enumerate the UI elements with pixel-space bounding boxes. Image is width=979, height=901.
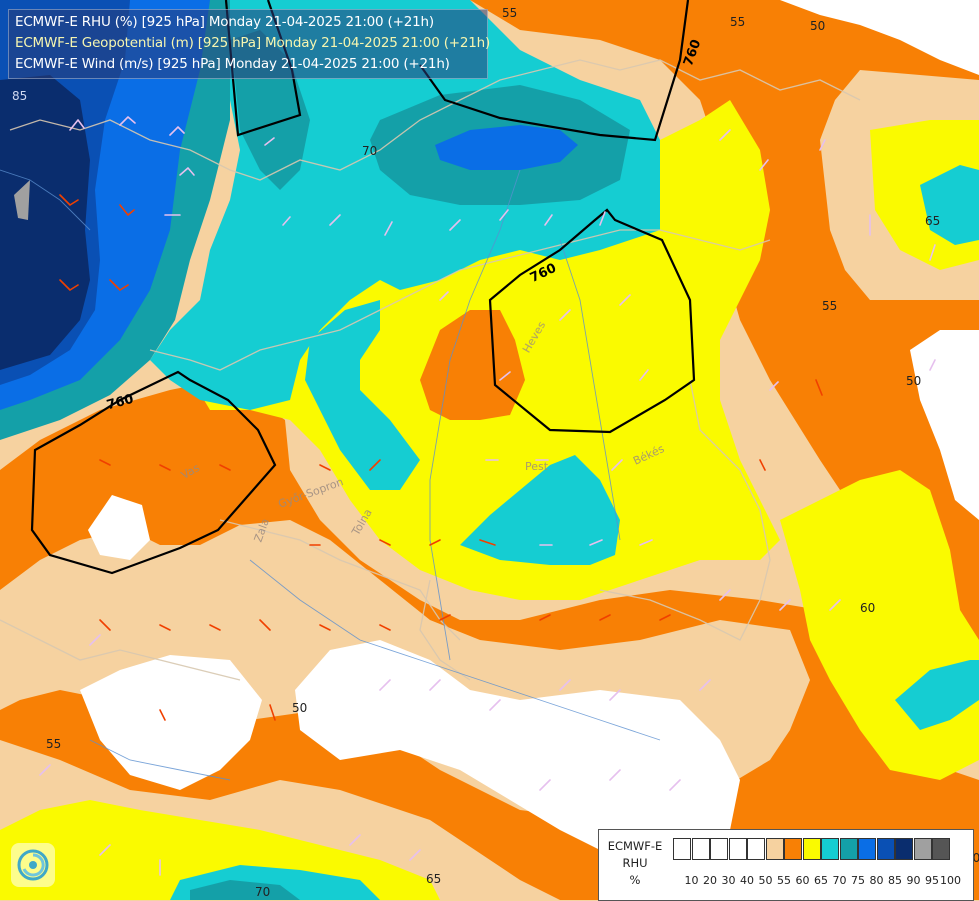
field-60-center [420, 310, 525, 420]
contour-label: 70 [255, 885, 270, 899]
legend-swatch [802, 838, 821, 860]
legend-label: 10 [684, 874, 699, 887]
legend-swatch [839, 838, 858, 860]
country-borders [0, 59, 861, 681]
title-geopotential: ECMWF-E Geopotential (m) [925 hPa] Monda… [15, 35, 491, 51]
legend-swatch [691, 838, 710, 860]
legend-label: 40 [740, 874, 754, 887]
legend-label: 95 [925, 874, 939, 887]
legend-label: 85 [888, 874, 902, 887]
contour-label: 50 [906, 374, 921, 388]
contour-label: 55 [502, 6, 517, 20]
ecmwf-logo-icon [11, 843, 55, 887]
field-70-right [920, 165, 979, 245]
field-50-right-top [780, 0, 979, 75]
legend-swatch [710, 838, 728, 860]
contour-label: 65 [426, 872, 441, 886]
field-95-gray-patch [14, 180, 30, 220]
rivers [0, 169, 661, 781]
field-50-small-left [88, 495, 150, 560]
contour-label: 60 [860, 601, 875, 615]
contour-label: 55 [730, 15, 745, 29]
field-50-center [295, 640, 740, 860]
legend-swatch [821, 838, 839, 860]
legend-unit: % [629, 873, 641, 887]
contour-label: 55 [46, 737, 61, 751]
legend-swatch [913, 838, 932, 860]
field-90-left-band [0, 75, 90, 370]
legend-swatch [784, 838, 802, 860]
geo-label: 760 [105, 392, 135, 414]
legend-swatch [895, 838, 913, 860]
map-title-box: ECMWF-E RHU (%) [925 hPa] Monday 21-04-2… [8, 9, 491, 79]
contour-label: 65 [925, 214, 940, 228]
legend-swatch [673, 838, 691, 860]
field-50-left [80, 655, 262, 790]
legend-label: 55 [777, 874, 791, 887]
legend-caption: ECMWF-E RHU % [599, 830, 671, 900]
field-50-right [910, 330, 979, 520]
legend-swatch [747, 838, 765, 860]
field-75-bottom-left [190, 880, 300, 900]
legend-swatch [765, 838, 784, 860]
legend-swatch [728, 838, 747, 860]
place-labels: Vas Győr-Sopron Zala Tolna Pest Békés He… [179, 319, 667, 544]
legend-swatch [876, 838, 895, 860]
title-wind: ECMWF-E Wind (m/s) [925 hPa] Monday 21-0… [15, 56, 450, 72]
legend-label: 70 [832, 874, 847, 887]
legend-label: 75 [851, 874, 865, 887]
legend-label: 30 [721, 874, 736, 887]
legend-label: 100 [940, 874, 961, 887]
contour-label: 85 [12, 89, 27, 103]
contour-label: 50 [810, 19, 825, 33]
field-70-right-low [895, 660, 979, 730]
legend-swatch [932, 838, 950, 860]
contour-label: 70 [362, 144, 377, 158]
place-label: Pest [525, 460, 549, 473]
contour-label: 55 [822, 299, 837, 313]
legend-label: 50 [758, 874, 773, 887]
color-legend: ECMWF-E RHU % 10 20 30 40 50 55 60 65 70 75 80 85 90… [598, 829, 974, 901]
legend-label: 60 [795, 874, 810, 887]
legend-model: ECMWF-E [607, 839, 663, 853]
legend-variable: RHU [622, 856, 648, 870]
legend-swatch [858, 838, 876, 860]
legend-label: 65 [814, 874, 828, 887]
title-rhu: ECMWF-E RHU (%) [925 hPa] Monday 21-04-2… [15, 14, 434, 30]
contour-label: 50 [292, 701, 307, 715]
wind-barbs [39, 116, 936, 876]
legend-label: 90 [906, 874, 921, 887]
contour-labels: 55 55 50 65 55 50 60 50 55 65 70 50 85 7… [12, 6, 979, 899]
field-70-tongue [305, 300, 420, 490]
field-70-blob [460, 455, 620, 565]
field-80-center [435, 125, 578, 170]
legend-label: 20 [703, 874, 717, 887]
legend-label: 80 [869, 874, 884, 887]
